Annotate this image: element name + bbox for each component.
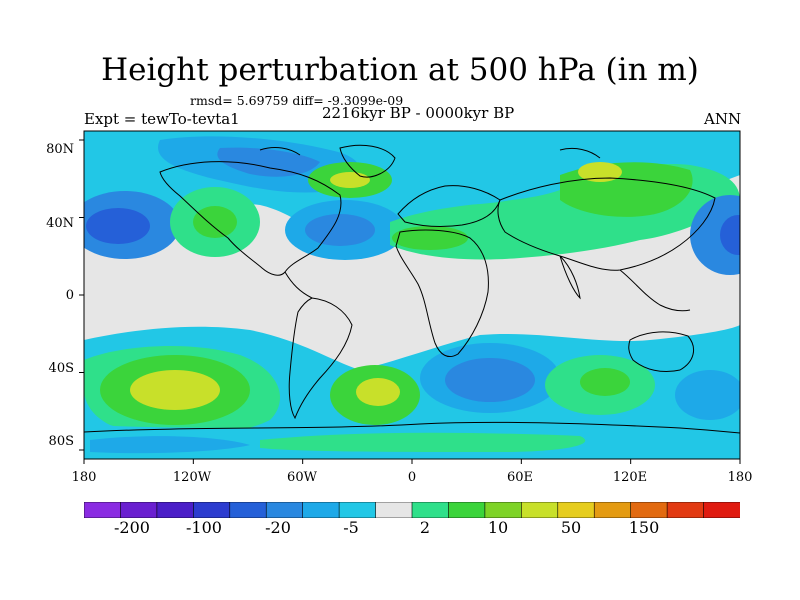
coast-arctic-islands [259, 147, 601, 159]
lat-label-40s: 40S [48, 361, 74, 376]
colorbar-box [521, 502, 559, 518]
lat-label-80s: 80S [48, 434, 74, 449]
time-range-label: 2216kyr BP - 0000kyr BP [322, 104, 515, 122]
lat-label-40n: 40N [46, 216, 74, 231]
n-america-low-core [305, 214, 375, 246]
colorbar-label-6: 10 [487, 518, 509, 537]
s-australia-lime [580, 368, 630, 396]
lon-label-120w: 120W [172, 470, 212, 485]
s-pacific-yellow [130, 370, 220, 410]
colorbar-label-8: 150 [628, 518, 660, 537]
lon-label-0: 0 [407, 470, 417, 485]
eurasia-yellow [578, 162, 622, 182]
colorbar-label-4: -5 [343, 518, 359, 537]
season-label: ANN [704, 110, 742, 128]
colorbar-box [120, 502, 158, 518]
lon-label-180w: 180 [71, 470, 97, 485]
coast-greenland [339, 144, 396, 178]
axis-ticks [79, 139, 741, 464]
colorbar-label-3: -20 [265, 518, 291, 537]
coast-africa [395, 229, 489, 357]
plot-title: Height perturbation at 500 hPa (in m) [101, 52, 699, 88]
colorbar-box [338, 502, 377, 518]
colorbar-label-5: 2 [419, 518, 431, 537]
colorbar-label-1: -200 [114, 518, 150, 537]
colorbar-box [666, 502, 705, 518]
n-pacific-low-core [86, 208, 150, 244]
lat-label-eq: 0 [65, 288, 74, 303]
experiment-label: Expt = tewTo-tevta1 [84, 110, 240, 128]
arctic-darkblue-core [217, 147, 320, 177]
antarctic-green [260, 432, 586, 452]
colorbar-label-2: -100 [186, 518, 222, 537]
rmsd-stats: rmsd= 5.69759 diff= -9.3099e-09 [190, 93, 404, 108]
lon-label-60w: 60W [287, 470, 317, 485]
colorbar-box [411, 502, 450, 518]
coast-south-america [288, 297, 353, 420]
n-pacific-ridge-core [193, 206, 237, 238]
s-pacific-east-low [675, 370, 740, 420]
coast-central-america [284, 271, 313, 299]
colorbar-box [593, 502, 632, 518]
coast-se-asia [619, 269, 691, 312]
s-indian-low-core [445, 358, 535, 402]
s-atlantic-yellow [356, 378, 400, 406]
colorbar-box [84, 502, 122, 518]
colorbar-box [630, 502, 668, 518]
colorbar-box [448, 502, 486, 518]
lat-label-80n: 80N [46, 142, 74, 157]
coast-asia [497, 177, 716, 271]
colorbar-box [265, 502, 304, 518]
colorbar-label-7: 50 [560, 518, 582, 537]
colorbar [84, 502, 740, 518]
height-field [84, 131, 740, 459]
colorbar-box [557, 502, 596, 518]
coast-australia [628, 331, 695, 373]
colorbar-box [193, 502, 231, 518]
colorbar-box [229, 502, 268, 518]
eastasia-low-core [720, 215, 740, 255]
colorbar-box [302, 502, 340, 518]
n-atlantic-high-core [330, 172, 370, 188]
lon-label-120e: 120E [612, 470, 648, 485]
coast-north-america [159, 161, 342, 276]
lon-label-60e: 60E [506, 470, 534, 485]
coastlines [84, 144, 740, 434]
antarctic-blue-core [90, 436, 250, 454]
colorbar-box [375, 502, 413, 518]
colorbar-box [484, 502, 523, 518]
coast-india [559, 255, 581, 300]
colorbar-box [156, 502, 195, 518]
europe-low-band [419, 172, 550, 205]
lon-label-180e: 180 [727, 470, 753, 485]
coast-antarctica [84, 421, 740, 434]
eastasia-low [690, 195, 740, 275]
colorbar-box [703, 502, 740, 518]
